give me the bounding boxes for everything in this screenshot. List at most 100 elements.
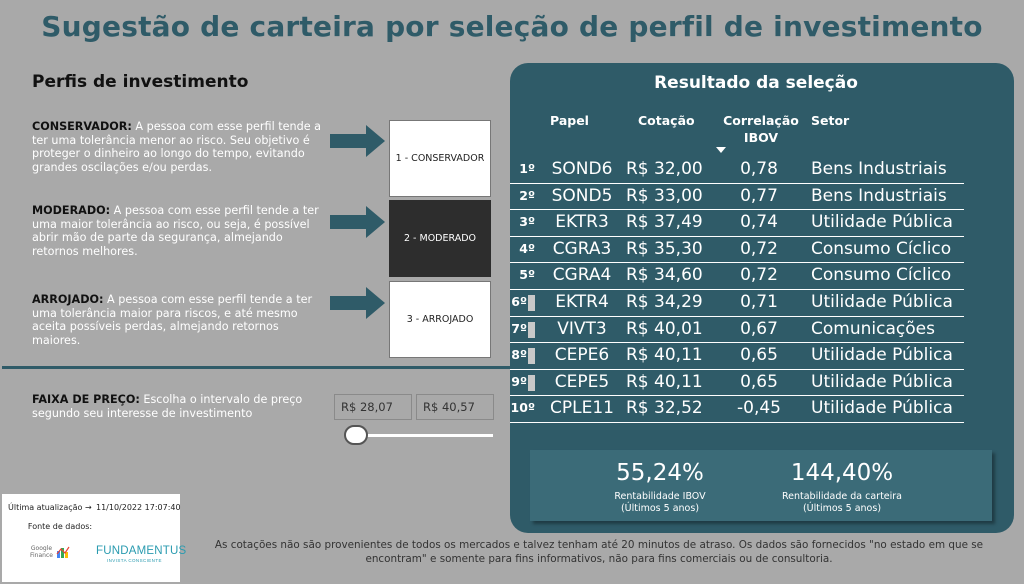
table-row[interactable]: 7º VIVT3 R$ 40,01 0,67 Comunicações xyxy=(510,317,964,344)
cell-setor: Bens Industriais xyxy=(811,185,947,206)
price-slider-track[interactable] xyxy=(356,434,493,437)
rank-bar xyxy=(528,374,535,391)
table-row[interactable]: 6º EKTR4 R$ 34,29 0,71 Utilidade Pública xyxy=(510,290,964,317)
cell-setor: Utilidade Pública xyxy=(811,398,953,419)
data-source-label: Fonte de dados: xyxy=(27,522,93,531)
cell-papel: CEPE5 xyxy=(554,371,610,392)
price-slider-handle[interactable] xyxy=(344,425,368,445)
profile-text: A pessoa com esse perfil tende a ter uma… xyxy=(32,293,313,347)
cell-setor: Consumo Cíclico xyxy=(811,265,952,286)
cell-correlacao: 0,72 xyxy=(740,265,778,286)
price-min-input[interactable]: R$ 28,07 xyxy=(334,394,412,420)
cell-correlacao: 0,78 xyxy=(740,159,778,179)
rank-cell: 10º xyxy=(510,400,535,416)
google-finance-logo[interactable]: Google Finance xyxy=(30,545,70,559)
price-filter-label: FAIXA DE PREÇO: xyxy=(32,393,140,406)
column-header-setor[interactable]: Setor xyxy=(811,113,850,128)
column-header-cotacao[interactable]: Cotação xyxy=(638,113,695,128)
table-row[interactable]: 10º CPLE11 R$ 32,52 -0,45 Utilidade Pública xyxy=(510,396,964,423)
cell-cotacao: R$ 34,29 xyxy=(626,292,703,312)
rank-cell: 1º xyxy=(519,161,535,176)
disclaimer-text: As cotações não são provenientes de todo… xyxy=(214,539,984,565)
cell-cotacao: R$ 37,49 xyxy=(626,212,703,233)
cell-setor: Utilidade Pública xyxy=(811,212,953,233)
cell-correlacao: 0,71 xyxy=(740,292,778,312)
table-row[interactable]: 3º EKTR3 R$ 37,49 0,74 Utilidade Pública xyxy=(510,210,964,237)
profile-name: MODERADO: xyxy=(32,204,111,217)
table-row[interactable]: 4º CGRA3 R$ 35,30 0,72 Consumo Cíclico xyxy=(510,237,964,264)
cell-setor: Comunicações xyxy=(811,318,935,339)
cell-setor: Bens Industriais xyxy=(811,159,947,179)
cell-papel: CGRA4 xyxy=(552,265,612,286)
fundamentus-logo[interactable]: FUNDAMENTUS xyxy=(96,545,187,557)
kpi-portfolio-value: 144,40% xyxy=(790,460,894,486)
arrow-right-icon xyxy=(330,206,385,238)
column-header-correlacao[interactable]: Correlação IBOV xyxy=(723,113,799,145)
rank-cell: 7º xyxy=(511,320,527,336)
profile-description-conservador: CONSERVADOR: A pessoa com esse perfil te… xyxy=(32,120,328,174)
cell-papel: EKTR4 xyxy=(555,292,609,312)
cell-papel: VIVT3 xyxy=(557,318,607,339)
price-filter-description: FAIXA DE PREÇO: Escolha o intervalo de p… xyxy=(32,393,328,420)
section-divider xyxy=(2,366,512,369)
google-logo-text: Finance xyxy=(30,552,53,559)
rank-bar xyxy=(528,295,535,311)
rank-bar xyxy=(528,321,535,338)
profile-description-moderado: MODERADO: A pessoa com esse perfil tende… xyxy=(32,204,328,258)
cell-papel: CGRA3 xyxy=(552,238,612,259)
cell-cotacao: R$ 35,30 xyxy=(626,238,703,259)
cell-correlacao: 0,77 xyxy=(740,185,778,206)
cell-correlacao: 0,65 xyxy=(740,371,778,392)
cell-papel: EKTR3 xyxy=(555,212,609,233)
table-row[interactable]: 5º CGRA4 R$ 34,60 0,72 Consumo Cíclico xyxy=(510,263,964,290)
table-row[interactable]: 8º CEPE6 R$ 40,11 0,65 Utilidade Pública xyxy=(510,343,964,370)
kpi-card xyxy=(530,450,992,521)
arrow-right-icon xyxy=(330,287,385,319)
kpi-label-line: (Últimos 5 anos) xyxy=(620,502,700,514)
price-filter-text: Escolha o intervalo de preço segundo seu… xyxy=(32,393,303,420)
cell-papel: SOND5 xyxy=(551,185,613,206)
profile-button-conservador[interactable]: 1 - CONSERVADOR xyxy=(389,120,491,197)
profile-button-moderado[interactable]: 2 - MODERADO xyxy=(389,200,491,277)
result-title: Resultado da seleção xyxy=(654,73,858,93)
kpi-ibov-label: Rentabilidade IBOV (Últimos 5 anos) xyxy=(600,491,720,514)
rank-cell: 6º xyxy=(511,294,527,309)
profiles-heading: Perfis de investimento xyxy=(32,72,249,92)
cell-setor: Utilidade Pública xyxy=(811,345,953,366)
rank-cell: 4º xyxy=(519,240,535,256)
chart-logo-icon xyxy=(56,546,70,558)
cell-correlacao: -0,45 xyxy=(737,398,781,419)
fundamentus-logo-subtitle: INVISTA CONSCIENTE xyxy=(107,558,162,563)
column-header-papel[interactable]: Papel xyxy=(550,113,589,128)
cell-setor: Consumo Cíclico xyxy=(811,238,952,259)
profile-name: CONSERVADOR: xyxy=(32,120,132,133)
cell-papel: CEPE6 xyxy=(554,345,610,366)
cell-cotacao: R$ 32,52 xyxy=(626,398,703,419)
last-update-value: 11/10/2022 17:07:40 xyxy=(96,503,181,512)
cell-cotacao: R$ 33,00 xyxy=(626,185,703,206)
cell-setor: Utilidade Pública xyxy=(811,371,953,392)
cell-cotacao: R$ 34,60 xyxy=(626,265,703,286)
cell-papel: CPLE11 xyxy=(550,398,614,419)
price-max-input[interactable]: R$ 40,57 xyxy=(416,394,494,420)
profile-name: ARROJADO: xyxy=(32,293,104,306)
rank-cell: 2º xyxy=(519,187,535,203)
last-update-label: Última atualização → xyxy=(8,503,92,512)
rank-cell: 5º xyxy=(519,267,535,283)
profile-description-arrojado: ARROJADO: A pessoa com esse perfil tende… xyxy=(32,293,328,347)
cell-cotacao: R$ 40,11 xyxy=(626,345,703,366)
cell-cotacao: R$ 32,00 xyxy=(626,159,703,179)
arrow-right-icon xyxy=(330,125,385,157)
cell-setor: Utilidade Pública xyxy=(811,292,953,312)
profile-button-arrojado[interactable]: 3 - ARROJADO xyxy=(389,281,491,358)
data-source-card xyxy=(2,494,180,582)
table-row[interactable]: 9º CEPE5 R$ 40,11 0,65 Utilidade Pública xyxy=(510,370,964,397)
rank-cell: 8º xyxy=(511,347,527,363)
kpi-ibov-value: 55,24% xyxy=(616,460,704,486)
table-row[interactable]: 1º SOND6 R$ 32,00 0,78 Bens Industriais xyxy=(510,157,964,184)
cell-correlacao: 0,72 xyxy=(740,238,778,259)
cell-cotacao: R$ 40,01 xyxy=(626,318,703,339)
sort-descending-icon[interactable] xyxy=(716,147,726,153)
kpi-portfolio-label: Rentabilidade da carteira (Últimos 5 anos… xyxy=(770,491,914,514)
table-row[interactable]: 2º SOND5 R$ 33,00 0,77 Bens Industriais xyxy=(510,184,964,211)
